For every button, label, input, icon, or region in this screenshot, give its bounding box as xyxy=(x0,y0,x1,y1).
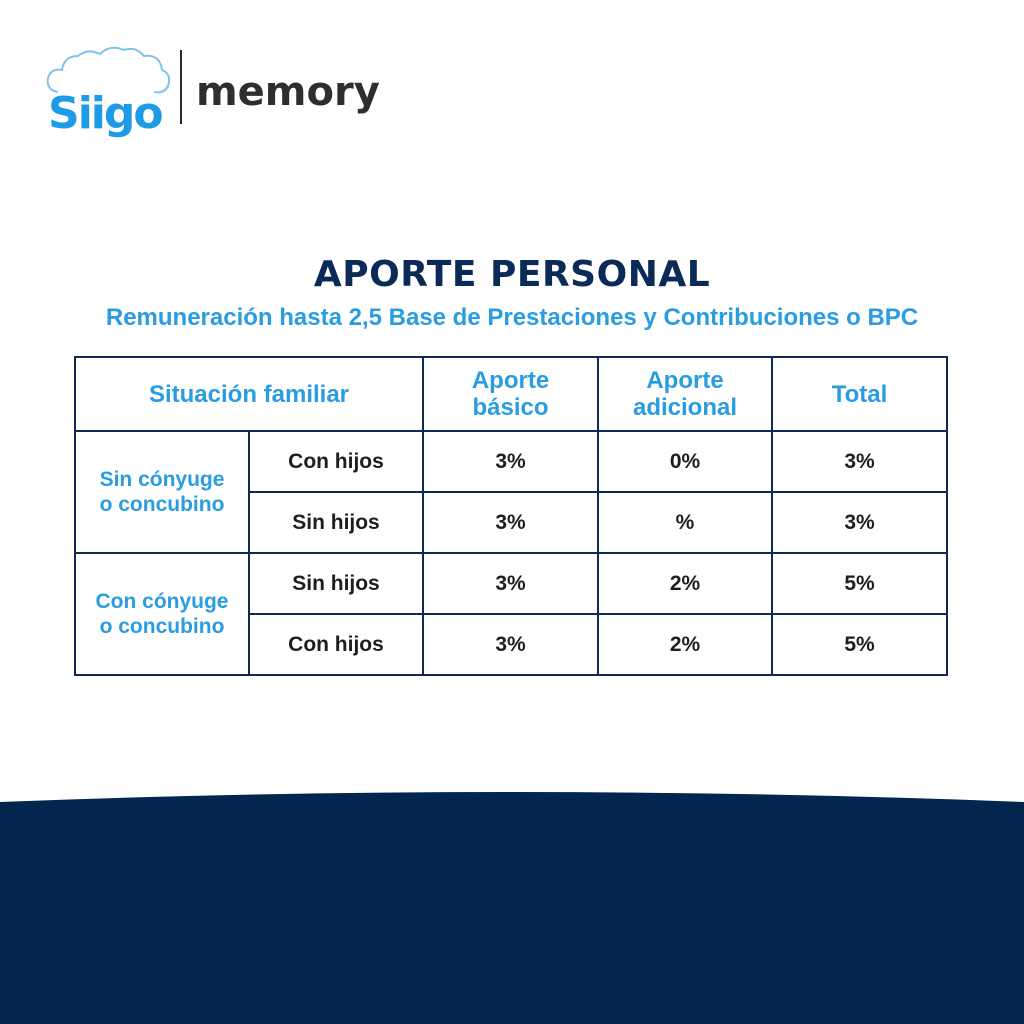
table-row: Sin hijos 3% % 3% xyxy=(75,491,948,554)
cell-aporte-adicional: 2% xyxy=(597,613,773,676)
cell-aporte-basico: 3% xyxy=(422,552,599,615)
page-subtitle: Remuneración hasta 2,5 Base de Prestacio… xyxy=(105,304,919,331)
cell-total: 5% xyxy=(771,552,948,615)
cell-aporte-basico: 3% xyxy=(422,491,599,554)
cloud-icon xyxy=(46,46,171,94)
sub-label: Con hijos xyxy=(248,613,424,676)
siigo-memory-logo: Siigo memory xyxy=(44,44,384,139)
cell-aporte-adicional: % xyxy=(597,491,773,554)
siigo-logo-text: Siigo xyxy=(48,88,164,139)
aporte-table: Situación familiar Aporte básico Aporte … xyxy=(74,356,948,676)
logo-divider xyxy=(180,50,182,124)
cell-aporte-adicional: 2% xyxy=(597,552,773,615)
table-row: Con hijos 3% 2% 5% xyxy=(75,613,948,676)
sub-label: Sin hijos xyxy=(248,552,424,615)
table-row: Sin cónyuge o concubino Con hijos 3% 0% … xyxy=(74,430,948,554)
memory-logo-text: memory xyxy=(196,69,380,115)
header-aporte-adicional: Aporte adicional xyxy=(597,356,773,432)
cell-aporte-adicional: 0% xyxy=(597,430,773,493)
cell-total: 3% xyxy=(771,430,948,493)
cell-aporte-basico: 3% xyxy=(422,613,599,676)
sub-label: Sin hijos xyxy=(248,491,424,554)
table-row: Con cónyuge o concubino Sin hijos 3% 2% … xyxy=(74,552,948,676)
cell-total: 3% xyxy=(771,491,948,554)
sub-label: Con hijos xyxy=(248,430,424,493)
group-label-sin-conyuge: Sin cónyuge o concubino xyxy=(74,430,250,554)
footer-wave xyxy=(0,792,1024,1024)
table-header-row: Situación familiar Aporte básico Aporte … xyxy=(74,356,948,432)
cell-total: 5% xyxy=(771,613,948,676)
header-total: Total xyxy=(771,356,948,432)
group-label-con-conyuge: Con cónyuge o concubino xyxy=(74,552,250,676)
cell-aporte-basico: 3% xyxy=(422,430,599,493)
header-aporte-basico: Aporte básico xyxy=(422,356,599,432)
page-title: APORTE PERSONAL xyxy=(313,254,711,295)
header-situacion-familiar: Situación familiar xyxy=(74,356,424,432)
